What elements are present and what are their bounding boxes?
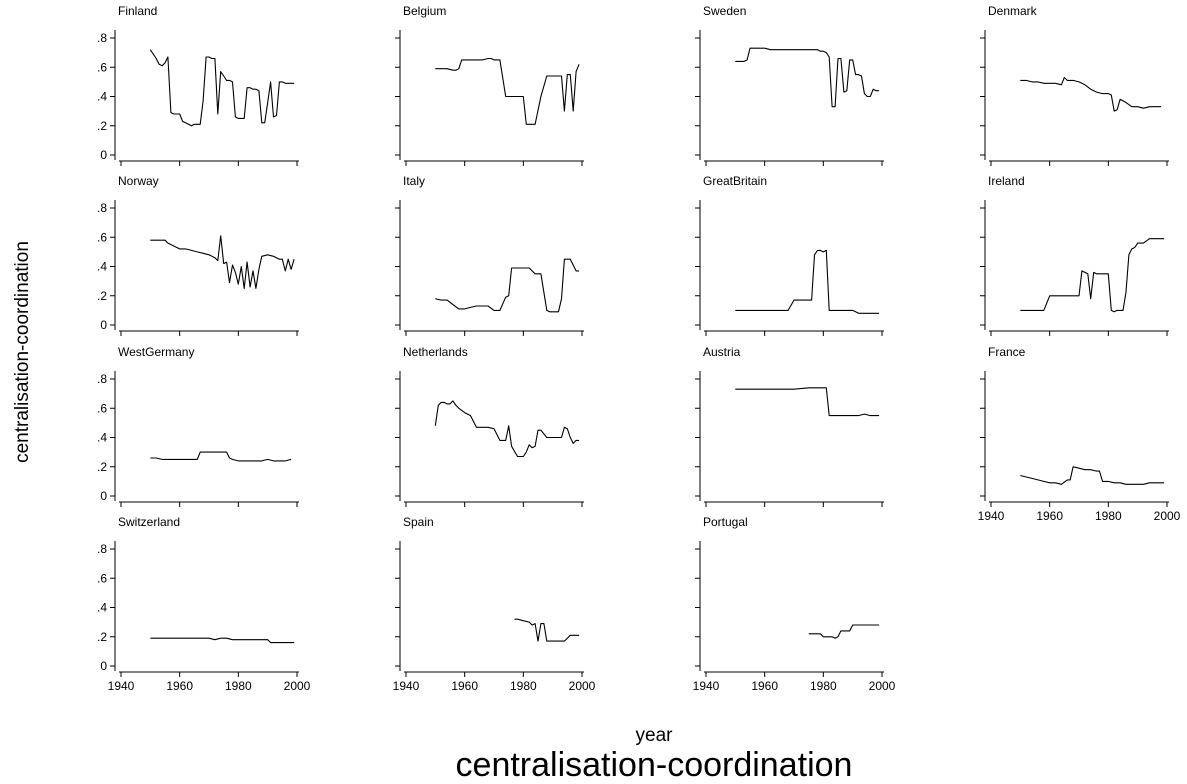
y-tick-label: .2: [97, 460, 107, 474]
panel-norway: Norway 0 .2 .4 .6 .8: [97, 174, 299, 336]
panel-portugal: Portugal 1940 1960 1980 2000: [693, 515, 896, 693]
x-tick-label: 1980: [225, 679, 252, 693]
x-tick-label: 1980: [1095, 509, 1122, 523]
series-line-portugal: [808, 624, 880, 639]
x-tick-label: 1980: [810, 679, 837, 693]
y-axis-title: centralisation-coordination: [12, 241, 33, 463]
panel-italy: Italy: [395, 174, 584, 336]
series-line-switzerland: [150, 637, 295, 644]
panel-title: Finland: [118, 4, 157, 18]
panel-title: Denmark: [988, 4, 1038, 18]
series-line-sweden: [735, 47, 880, 108]
y-tick-label: .2: [97, 119, 107, 133]
y-tick-label: .6: [97, 401, 107, 415]
series-line-norway: [150, 235, 295, 289]
y-tick-label: .8: [97, 31, 107, 45]
panel-title: France: [988, 345, 1026, 359]
panel-finland: Finland 0 .2 .4 .6 .8: [97, 4, 299, 166]
panel-spain: Spain 1940 1960 1980 2000: [393, 515, 596, 693]
panel-greatbritain: GreatBritain: [695, 174, 884, 336]
panel-netherlands: Netherlands: [395, 345, 584, 507]
panel-switzerland: Switzerland 0 .2 .4 .6 .8 1940 1960 1980 2000: [97, 515, 311, 693]
panel-title: Belgium: [403, 4, 446, 18]
y-tick-label: .4: [97, 90, 107, 104]
panel-title: Italy: [403, 174, 425, 188]
figure-title: centralisation-coordination: [456, 746, 853, 784]
series-line-belgium: [435, 57, 580, 125]
series-line-finland: [149, 49, 295, 127]
panel-title: Norway: [118, 174, 159, 188]
y-tick-label: .2: [97, 630, 107, 644]
panel-ireland: Ireland: [980, 174, 1169, 336]
panel-france: France 1940 1960 1980 2000: [978, 345, 1181, 523]
panel-title: WestGermany: [118, 345, 194, 359]
series-line-netherlands: [434, 400, 580, 458]
panel-title: Ireland: [988, 174, 1025, 188]
panel-title: Spain: [403, 515, 434, 529]
x-axis-title: year: [636, 725, 674, 746]
series-line-greatbritain: [735, 249, 880, 314]
panel-austria: Austria: [695, 345, 884, 507]
y-tick-label: .2: [97, 289, 107, 303]
series-line-westgermany: [150, 451, 292, 462]
panel-westgermany: WestGermany 0 .2 .4 .6 .8: [97, 345, 299, 507]
panel-denmark: Denmark: [980, 4, 1169, 166]
y-tick-label: 0: [100, 659, 107, 673]
series-line-spain: [514, 618, 580, 642]
y-tick-label: .6: [97, 571, 107, 585]
panels-layer: Finland 0 .2 .4 .6 .8 Belgium Sweden Denmark Norw…: [97, 4, 1181, 693]
x-tick-label: 1940: [108, 679, 135, 693]
series-line-france: [1020, 466, 1165, 485]
series-line-denmark: [1020, 76, 1162, 112]
x-tick-label: 2000: [1154, 509, 1181, 523]
panel-title: Austria: [703, 345, 741, 359]
x-tick-label: 1960: [751, 679, 778, 693]
y-tick-label: .8: [97, 372, 107, 386]
panel-title: Portugal: [703, 515, 748, 529]
x-tick-label: 1940: [978, 509, 1005, 523]
panel-title: GreatBritain: [703, 174, 767, 188]
series-line-ireland: [1020, 238, 1165, 313]
y-tick-label: .4: [97, 431, 107, 445]
y-tick-label: 0: [100, 489, 107, 503]
y-tick-label: .4: [97, 260, 107, 274]
series-line-italy: [435, 258, 580, 313]
y-tick-label: 0: [100, 148, 107, 162]
y-tick-label: .6: [97, 60, 107, 74]
panel-belgium: Belgium: [395, 4, 584, 166]
y-tick-label: 0: [100, 318, 107, 332]
x-tick-label: 1960: [451, 679, 478, 693]
x-tick-label: 2000: [569, 679, 596, 693]
x-tick-label: 2000: [869, 679, 896, 693]
panel-title: Switzerland: [118, 515, 180, 529]
x-tick-label: 1980: [510, 679, 537, 693]
series-line-austria: [735, 387, 880, 417]
panel-sweden: Sweden: [695, 4, 884, 166]
x-tick-label: 1940: [693, 679, 720, 693]
y-tick-label: .4: [97, 601, 107, 615]
y-tick-label: .6: [97, 230, 107, 244]
x-tick-label: 1940: [393, 679, 420, 693]
y-tick-label: .8: [97, 201, 107, 215]
panel-title: Netherlands: [403, 345, 468, 359]
x-tick-label: 1960: [166, 679, 193, 693]
x-tick-label: 2000: [284, 679, 311, 693]
y-tick-label: .8: [97, 542, 107, 556]
panel-title: Sweden: [703, 4, 746, 18]
x-tick-label: 1960: [1036, 509, 1063, 523]
